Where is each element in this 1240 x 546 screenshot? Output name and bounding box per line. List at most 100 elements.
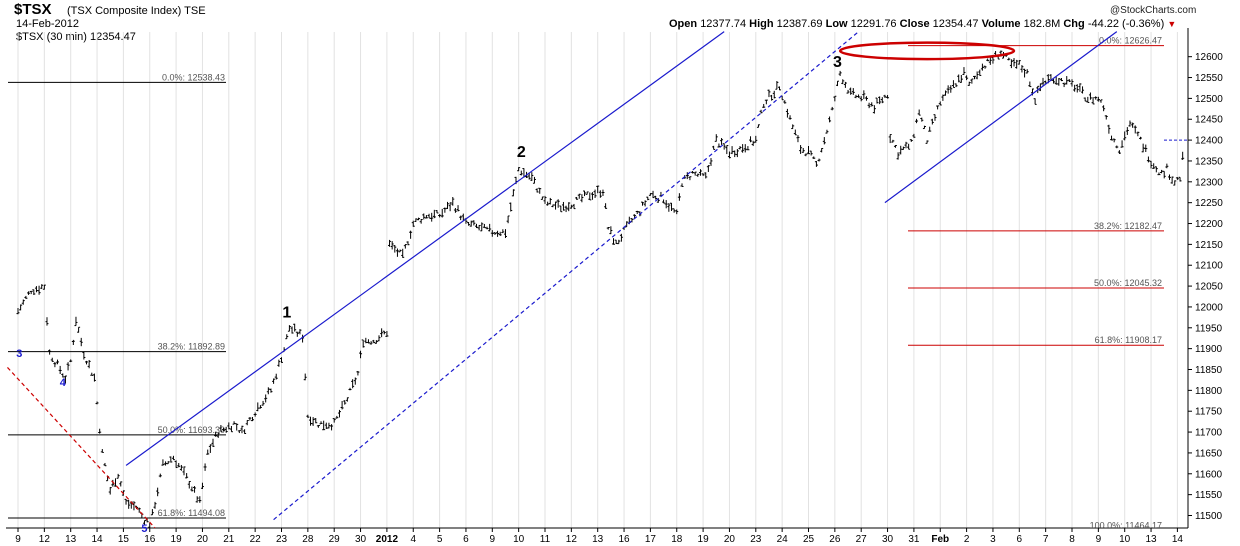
fib-level-label: 38.2%: 11892.89	[158, 342, 225, 352]
x-tick-label: 6	[463, 534, 469, 545]
close-label: Close	[899, 18, 930, 30]
x-tick-label: 27	[856, 534, 868, 545]
y-tick-label: 11900	[1195, 344, 1223, 355]
x-tick-label: 30	[882, 534, 894, 545]
fib-level-label: 61.8%: 11494.08	[158, 508, 225, 518]
chart-symbol: $TSX	[14, 1, 52, 18]
x-tick-label: 12	[39, 534, 51, 545]
high-value: 12387.69	[776, 18, 823, 30]
x-tick-label: 18	[671, 534, 683, 545]
fib-level-label: 0.0%: 12538.43	[162, 72, 225, 82]
low-label: Low	[825, 18, 848, 30]
x-tick-label: 19	[698, 534, 710, 545]
x-tick-label: 13	[592, 534, 604, 545]
x-tick-label: 22	[250, 534, 262, 545]
red-trendline-line	[7, 367, 156, 528]
x-tick-label: 20	[197, 534, 209, 545]
x-tick-label: 14	[1172, 534, 1184, 545]
y-tick-label: 11800	[1195, 386, 1223, 397]
x-tick-label: 24	[777, 534, 789, 545]
fib-level-label: 50.0%: 12045.32	[1094, 278, 1162, 288]
x-tick-label: 7	[1043, 534, 1049, 545]
fib-level-label: 50.0%: 11693.30	[158, 425, 225, 435]
x-tick-label: 5	[437, 534, 443, 545]
chg-down-icon: ▼	[1167, 19, 1177, 29]
wave-label: 2	[517, 144, 526, 161]
series-label: $TSX (30 min) 12354.47	[16, 31, 136, 43]
volume-value: 182.8M	[1023, 18, 1061, 30]
wave-label: 3	[833, 54, 842, 71]
x-tick-label: 3	[990, 534, 996, 545]
y-tick-label: 11850	[1195, 365, 1223, 376]
low-value: 12291.76	[850, 18, 897, 30]
x-tick-label: 10	[513, 534, 525, 545]
y-tick-label: 11500	[1195, 511, 1223, 522]
y-tick-label: 12150	[1195, 240, 1223, 251]
x-tick-label: 25	[803, 534, 815, 545]
x-tick-label: 9	[15, 534, 21, 545]
x-tick-label: 14	[91, 534, 103, 545]
chart-date: 14-Feb-2012	[16, 18, 79, 30]
chg-value: -44.22 (-0.36%)	[1087, 18, 1165, 30]
fib-level-label: 100.0%: 11464.17	[1090, 520, 1162, 530]
fib-level-label: 38.2%: 12182.47	[1094, 221, 1162, 231]
x-tick-label: 9	[1096, 534, 1102, 545]
y-tick-label: 11950	[1195, 323, 1223, 334]
y-tick-label: 12500	[1195, 94, 1223, 105]
wave-label: 3	[16, 348, 22, 360]
y-tick-label: 12550	[1195, 73, 1223, 84]
x-tick-label: 8	[1069, 534, 1075, 545]
volume-label: Volume	[981, 18, 1021, 30]
x-tick-label: 29	[329, 534, 341, 545]
y-tick-label: 11700	[1195, 428, 1223, 439]
x-tick-label: 13	[1145, 534, 1157, 545]
y-tick-label: 12400	[1195, 136, 1223, 147]
wave-label: 5	[141, 523, 147, 535]
x-tick-label: 30	[355, 534, 367, 545]
x-tick-label: 11	[540, 534, 551, 545]
x-tick-label: 13	[65, 534, 77, 545]
y-tick-label: 12450	[1195, 115, 1223, 126]
x-tick-label: 23	[750, 534, 762, 545]
y-tick-label: 11600	[1195, 469, 1223, 480]
x-tick-label: 10	[1119, 534, 1131, 545]
wave-label: 1	[282, 304, 291, 321]
wave-label: 4	[60, 377, 67, 389]
y-tick-label: 12300	[1195, 177, 1223, 188]
x-tick-label: 19	[171, 534, 183, 545]
close-value: 12354.47	[932, 18, 979, 30]
y-tick-label: 11550	[1195, 490, 1223, 501]
y-tick-label: 12200	[1195, 219, 1223, 230]
x-tick-label: 6	[1017, 534, 1023, 545]
x-tick-label: 4	[410, 534, 416, 545]
high-label: High	[749, 18, 774, 30]
x-tick-label: 21	[223, 534, 235, 545]
x-tick-label: Feb	[931, 534, 949, 545]
y-tick-label: 12000	[1195, 302, 1223, 313]
x-tick-label: 16	[144, 534, 156, 545]
y-tick-label: 12250	[1195, 198, 1223, 209]
x-tick-label: 12	[566, 534, 578, 545]
y-tick-label: 12350	[1195, 156, 1223, 167]
y-tick-label: 12050	[1195, 282, 1223, 293]
fib-level-label: 0.0%: 12626.47	[1099, 36, 1162, 46]
x-tick-label: 31	[908, 534, 920, 545]
index-name: (TSX Composite Index) TSE	[67, 5, 206, 17]
x-tick-label: 20	[724, 534, 736, 545]
y-tick-label: 12600	[1195, 52, 1223, 63]
x-tick-label: 17	[645, 534, 657, 545]
lower-channel-line	[273, 31, 859, 521]
feb-channel-line	[884, 31, 1118, 204]
brand-watermark: @StockCharts.com	[1110, 5, 1197, 16]
x-tick-label: 2	[964, 534, 970, 545]
plot-area: 0.0%: 12538.43 38.2%: 11892.89 50.0%: 1169…	[7, 31, 1188, 530]
x-tick-label: 16	[618, 534, 630, 545]
x-tick-label: 23	[276, 534, 288, 545]
x-tick-label: 15	[118, 534, 130, 545]
top-highlight-ellipse	[838, 41, 1016, 61]
x-tick-label: 26	[829, 534, 841, 545]
ohlc-readout: Open 12377.74 High 12387.69 Low 12291.76…	[669, 18, 1176, 30]
open-value: 12377.74	[700, 18, 747, 30]
x-tick-label: 2012	[376, 534, 399, 545]
